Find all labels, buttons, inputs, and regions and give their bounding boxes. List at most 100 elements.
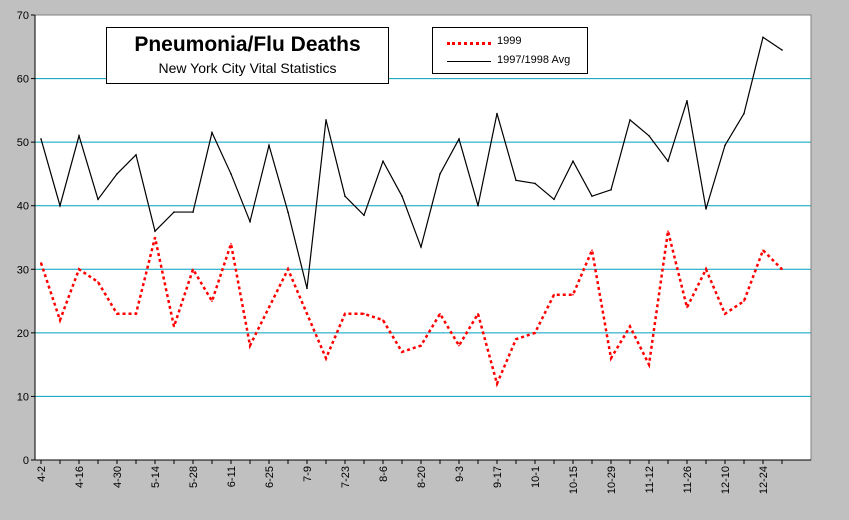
chart-title-box: Pneumonia/Flu Deaths New York City Vital…: [106, 27, 389, 84]
data-point-1999: [648, 363, 650, 366]
data-point-1999: [306, 312, 308, 315]
x-tick-label: 8-6: [378, 466, 390, 482]
x-tick-label: 4-2: [36, 466, 48, 482]
data-point-1999: [458, 344, 460, 347]
y-tick-label: 60: [17, 74, 29, 86]
data-point-1999: [553, 293, 555, 296]
data-point-avg: [439, 173, 441, 175]
data-point-avg: [344, 195, 346, 197]
y-tick-label: 20: [17, 328, 29, 340]
data-point-1999: [496, 382, 498, 385]
data-point-1999: [724, 312, 726, 315]
x-tick-label: 9-3: [454, 466, 466, 482]
data-point-1999: [420, 344, 422, 347]
data-point-avg: [667, 160, 669, 163]
data-point-1999: [192, 268, 194, 271]
x-tick-label: 12-10: [720, 466, 732, 494]
data-point-avg: [420, 246, 422, 248]
series-layer: [39, 36, 783, 388]
data-point-1999: [762, 249, 764, 252]
data-point-1999: [667, 230, 669, 232]
x-tick-label: 7-23: [340, 466, 352, 488]
data-point-avg: [97, 198, 99, 201]
data-point-1999: [610, 357, 612, 360]
data-point-1999: [78, 268, 80, 271]
series-line-avg: [40, 36, 783, 289]
x-tick-label: 10-15: [568, 466, 580, 494]
data-point-1999: [363, 312, 365, 315]
data-point-avg: [211, 131, 213, 134]
data-point-avg: [382, 160, 384, 163]
x-tick-label: 5-14: [150, 466, 162, 488]
data-point-avg: [781, 49, 783, 51]
data-point-1999: [743, 300, 745, 302]
data-point-avg: [686, 100, 688, 102]
data-point-avg: [496, 112, 498, 115]
data-point-1999: [230, 243, 232, 245]
legend: 1999 1997/1998 Avg: [432, 27, 588, 74]
data-point-avg: [648, 134, 650, 137]
data-point-1999: [135, 312, 137, 315]
data-point-avg: [591, 195, 593, 197]
chart-subtitle: New York City Vital Statistics: [158, 60, 337, 76]
data-point-avg: [743, 112, 745, 115]
axes: 0 10 20 30 40 50 60 70 4-2 4-16 4-30 5-14 5-28 6-11 6-…: [17, 10, 812, 494]
data-point-avg: [116, 173, 118, 175]
x-tick-label: 6-25: [264, 466, 276, 488]
x-tick-label: 7-9: [302, 466, 314, 482]
data-point-avg: [762, 36, 764, 39]
data-point-avg: [325, 119, 327, 121]
legend-label-avg: 1997/1998 Avg: [497, 54, 571, 66]
data-point-1999: [116, 312, 118, 315]
data-point-avg: [59, 204, 61, 207]
data-point-1999: [629, 325, 631, 328]
data-point-avg: [724, 144, 726, 147]
data-point-avg: [230, 173, 232, 175]
data-point-avg: [173, 211, 175, 213]
data-point-avg: [458, 138, 460, 140]
data-point-avg: [249, 220, 251, 223]
y-tick-label: 0: [23, 455, 29, 467]
legend-swatch-1999: [447, 42, 491, 45]
data-point-avg: [306, 287, 308, 290]
x-tick-label: 10-1: [530, 466, 542, 488]
data-point-avg: [40, 138, 42, 140]
data-point-avg: [477, 204, 479, 207]
data-point-avg: [363, 214, 365, 217]
data-point-avg: [553, 198, 555, 201]
y-tick-label: 30: [17, 264, 29, 276]
legend-swatch-avg: [447, 61, 491, 62]
x-tick-label: 11-26: [682, 466, 694, 493]
x-tick-label: 6-11: [226, 466, 238, 487]
data-point-avg: [154, 230, 156, 232]
data-point-avg: [401, 195, 403, 197]
data-point-1999: [705, 268, 707, 271]
data-point-avg: [515, 179, 517, 182]
x-tick-label: 8-20: [416, 466, 428, 488]
data-point-avg: [572, 160, 574, 163]
data-point-avg: [135, 154, 137, 156]
x-tick-label: 12-24: [758, 466, 770, 494]
gridlines: [35, 78, 811, 397]
data-point-avg: [287, 211, 289, 213]
data-point-1999: [572, 293, 574, 296]
legend-label-1999: 1999: [497, 35, 522, 47]
x-tick-label: 9-17: [492, 466, 504, 488]
data-point-avg: [610, 189, 612, 191]
y-tick-label: 70: [17, 10, 29, 22]
data-point-1999: [781, 268, 783, 271]
data-point-avg: [705, 208, 707, 210]
data-point-1999: [287, 268, 289, 271]
data-point-avg: [629, 119, 631, 121]
data-point-1999: [211, 300, 213, 302]
data-point-1999: [154, 236, 156, 239]
y-tick-label: 10: [17, 391, 29, 403]
data-point-1999: [344, 312, 346, 315]
data-point-1999: [401, 351, 403, 353]
data-point-1999: [439, 312, 441, 315]
legend-item-avg: 1997/1998 Avg: [447, 53, 587, 69]
x-tick-label: 5-28: [188, 466, 200, 488]
data-point-1999: [249, 344, 251, 347]
data-point-1999: [686, 306, 688, 309]
